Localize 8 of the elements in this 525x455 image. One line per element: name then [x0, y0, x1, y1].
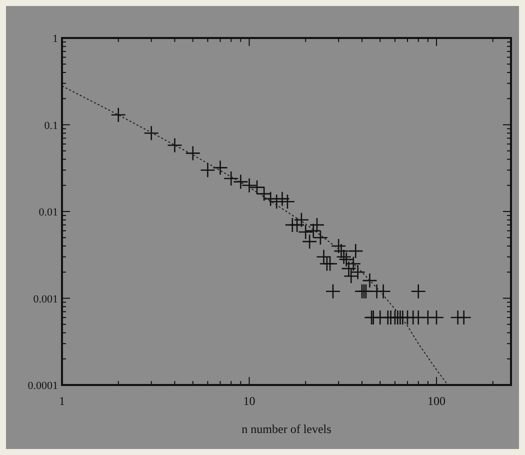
x-tick-label: 100 [427, 394, 446, 408]
y-tick-label: 0.01 [38, 206, 58, 218]
x-tick-label: 10 [243, 394, 256, 408]
y-tick-label: 0.0001 [28, 380, 58, 392]
y-tick-label: 1 [52, 33, 58, 45]
y-tick-label: 0.1 [44, 120, 58, 132]
y-tick-label: 0.001 [33, 293, 58, 306]
x-axis-title: n number of levels [242, 422, 332, 436]
